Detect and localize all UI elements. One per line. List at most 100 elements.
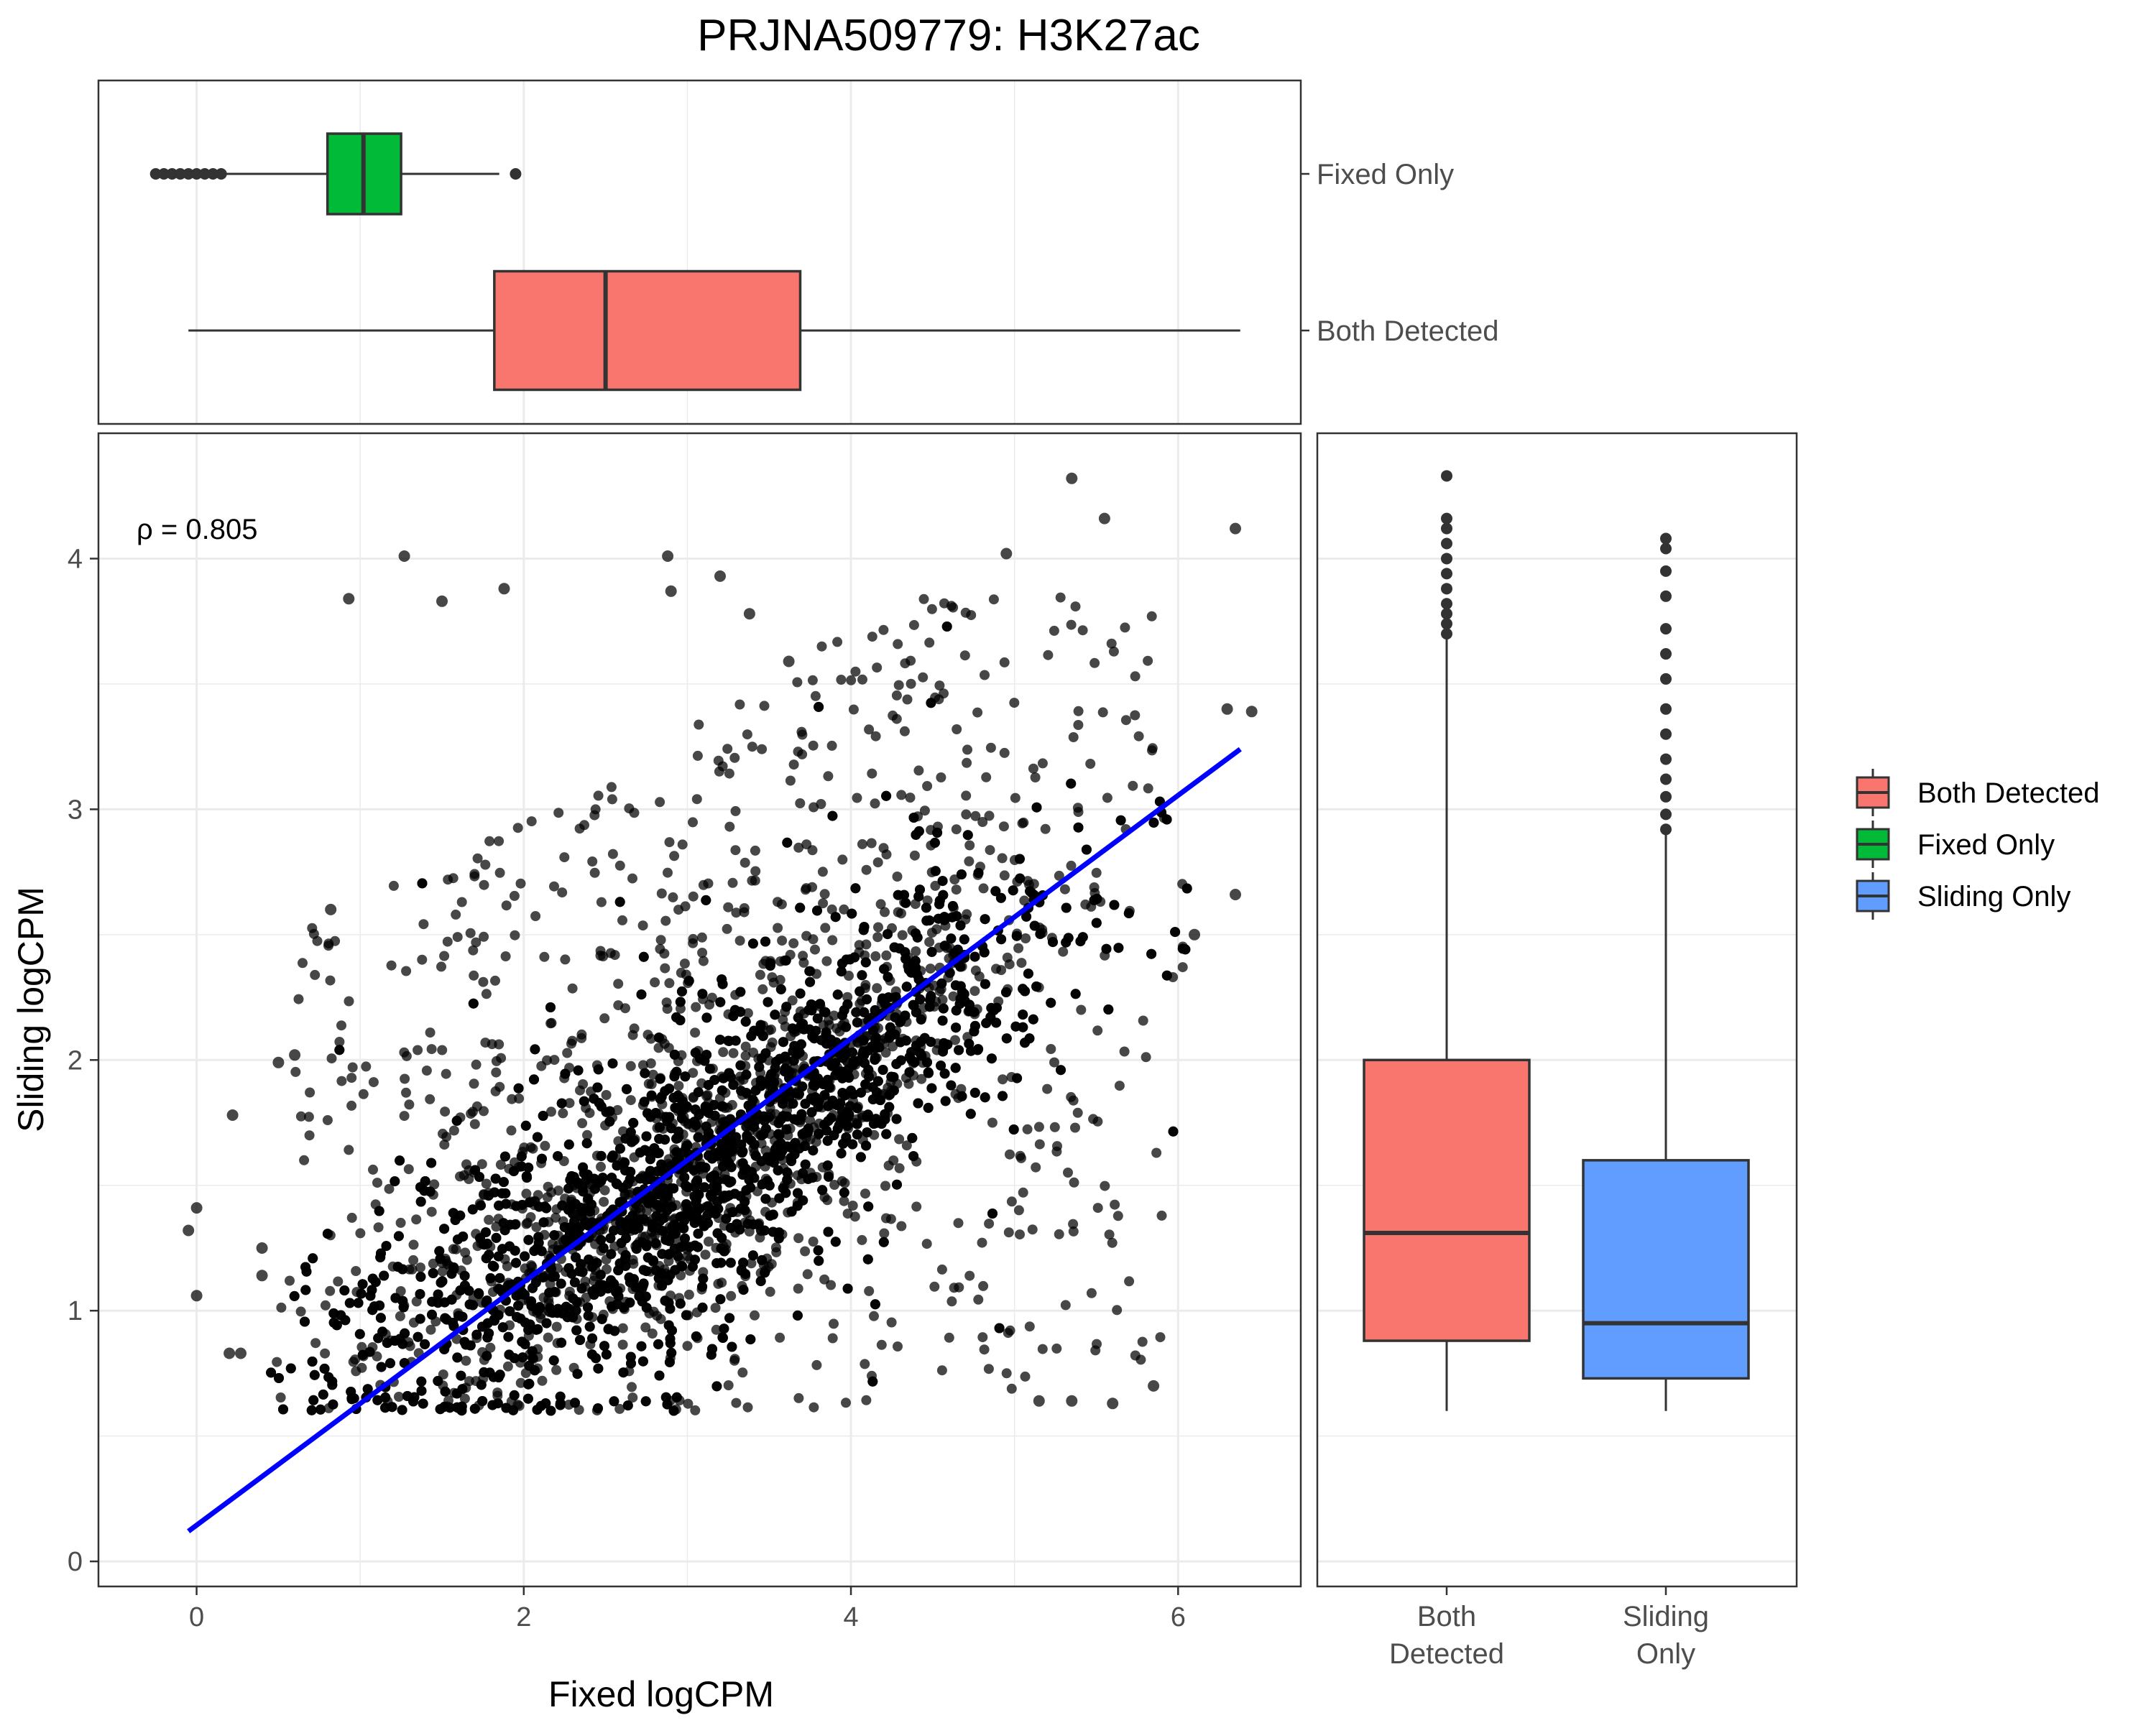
scatter-point — [648, 1255, 658, 1265]
scatter-point — [542, 1318, 552, 1329]
scatter-point — [773, 1129, 783, 1139]
scatter-point — [862, 865, 872, 875]
scatter-point — [852, 1017, 862, 1027]
scatter-point — [718, 1047, 728, 1057]
scatter-point — [379, 1271, 389, 1281]
scatter-point — [724, 1313, 734, 1323]
scatter-point — [980, 914, 990, 924]
scatter-point — [503, 1332, 513, 1342]
scatter-point — [640, 1145, 650, 1155]
scatter-point — [417, 1386, 427, 1396]
scatter-point — [952, 911, 962, 921]
scatter-point — [481, 1227, 491, 1237]
scatter-point — [505, 1306, 515, 1316]
scatter-point — [683, 1182, 693, 1192]
scatter-point — [300, 1285, 310, 1295]
scatter-point — [296, 1306, 306, 1316]
scatter-point — [470, 1165, 480, 1175]
scatter-point — [448, 1244, 459, 1254]
scatter-point — [439, 1224, 449, 1234]
scatter-point — [460, 1271, 470, 1281]
scatter-point — [377, 1326, 387, 1336]
scatter-point — [533, 1132, 543, 1142]
scatter-point — [637, 1341, 647, 1352]
scatter-point — [839, 1188, 849, 1198]
scatter-point — [622, 1084, 632, 1094]
scatter-point — [639, 952, 649, 962]
scatter-point — [748, 938, 758, 948]
scatter-point — [710, 1111, 720, 1121]
scatter-point — [895, 1163, 905, 1173]
scatter-point — [748, 1250, 758, 1260]
scatter-point — [290, 1291, 300, 1301]
scatter-point — [782, 838, 792, 848]
scatter-point — [1089, 895, 1100, 905]
scatter-point — [847, 1048, 857, 1058]
scatter-point — [684, 1290, 694, 1300]
scatter-point — [703, 1201, 713, 1211]
scatter-point — [892, 1114, 902, 1124]
scatter-point — [1001, 987, 1011, 997]
scatter-point — [660, 1135, 670, 1145]
scatter-point — [351, 1266, 361, 1276]
scatter-point — [1016, 958, 1026, 968]
scatter-point — [681, 1310, 691, 1320]
scatter-point — [427, 1310, 437, 1320]
scatter-point — [963, 830, 973, 840]
scatter-point — [408, 1255, 418, 1265]
scatter-point — [895, 1038, 906, 1048]
scatter-point — [692, 1175, 702, 1186]
scatter-point — [951, 980, 961, 990]
scatter-point — [538, 1272, 548, 1283]
scatter-point — [1060, 884, 1070, 895]
box — [494, 272, 801, 390]
scatter-point — [1102, 944, 1112, 954]
scatter-point — [884, 1033, 894, 1043]
scatter-point — [596, 1151, 607, 1161]
scatter-point — [521, 1188, 531, 1198]
scatter-point — [841, 1022, 851, 1032]
scatter-point — [735, 1061, 745, 1071]
scatter-point — [615, 897, 625, 907]
scatter-point — [393, 1262, 403, 1272]
scatter-point — [336, 1311, 346, 1321]
scatter-point — [1058, 947, 1068, 957]
scatter-point — [791, 1089, 801, 1099]
scatter-point — [428, 1268, 438, 1278]
scatter-point — [1010, 793, 1021, 803]
scatter-point — [556, 1400, 566, 1410]
scatter-point — [498, 1322, 508, 1332]
scatter-point — [593, 1403, 603, 1413]
scatter-point — [468, 1300, 478, 1310]
scatter-point — [677, 987, 687, 997]
scatter-point — [643, 1030, 653, 1040]
scatter-point — [596, 897, 607, 907]
scatter-point — [420, 1339, 430, 1349]
scatter-point — [582, 1138, 592, 1148]
scatter-point — [522, 1173, 532, 1183]
scatter-point — [732, 1219, 742, 1229]
scatter-point — [778, 1183, 788, 1193]
scatter-point — [460, 1280, 470, 1290]
scatter-point — [494, 1252, 504, 1262]
scatter-point — [394, 1392, 404, 1402]
scatter-point — [593, 1364, 603, 1374]
scatter-point — [757, 984, 768, 994]
scatter-point — [1031, 981, 1041, 992]
scatter-point — [814, 702, 824, 712]
scatter-point — [768, 1210, 778, 1220]
scatter-point — [608, 1058, 618, 1068]
scatter-point — [735, 935, 745, 946]
scatter-point — [902, 981, 912, 992]
scatter-point — [859, 1035, 869, 1045]
scatter-point — [664, 1321, 674, 1331]
scatter-point — [979, 883, 989, 893]
scatter-point — [1015, 854, 1025, 864]
scatter-point — [821, 1039, 831, 1049]
scatter-point — [415, 1182, 425, 1192]
scatter-point — [669, 1226, 679, 1236]
scatter-point — [665, 1270, 676, 1280]
scatter-point — [922, 781, 932, 791]
scatter-point — [436, 1404, 446, 1414]
